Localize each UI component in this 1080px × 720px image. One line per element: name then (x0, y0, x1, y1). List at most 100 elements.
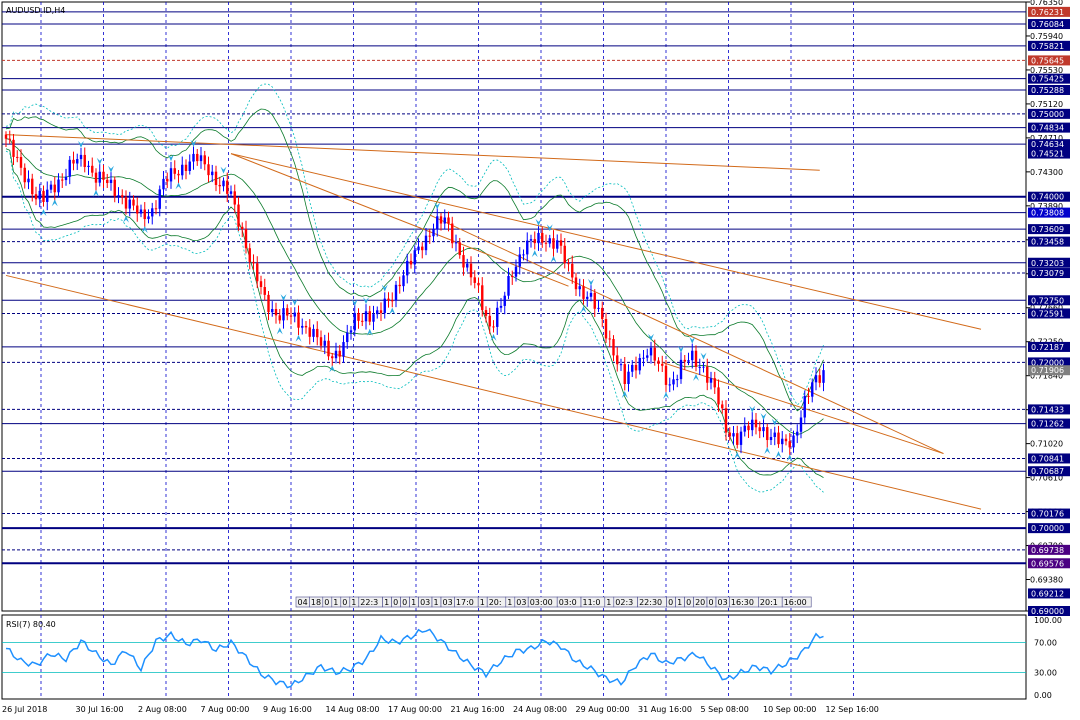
candle-body (604, 319, 608, 339)
candle-body (267, 294, 270, 313)
candle-body (556, 240, 559, 249)
price-level-tag-label: 0.74000 (1031, 193, 1064, 202)
candle-body (664, 365, 668, 385)
candle-body (458, 242, 461, 256)
candle-body (484, 310, 488, 316)
price-level-tag (1028, 207, 1070, 218)
candle-body (537, 232, 540, 244)
fractal-down-arrow (621, 391, 628, 399)
candlesticks (4, 130, 825, 456)
candle-body (387, 298, 390, 301)
price-pane-frame (1, 1, 1027, 612)
price-level-tag-label: 0.70000 (1031, 524, 1064, 533)
price-level-tag-label: 0.74521 (1031, 150, 1064, 159)
candle-body (657, 360, 660, 364)
time-strip-label: 16:00 (784, 598, 807, 607)
candle-body (139, 209, 143, 214)
candle-body (331, 356, 334, 359)
x-tick-label: 5 Sep 08:00 (701, 705, 749, 714)
time-strip-label: 1 (507, 598, 512, 607)
candle-body (154, 208, 158, 210)
candle-body (211, 171, 214, 176)
trendline (662, 361, 944, 455)
price-level-tag (1028, 558, 1070, 569)
price-level-tag (1028, 404, 1070, 415)
price-level-tag-label: 0.70841 (1031, 454, 1064, 463)
candle-body (799, 417, 803, 432)
fractal-up-arrow (381, 284, 388, 292)
y-tick-label: 0.73890 (1030, 202, 1063, 211)
candle-body (451, 223, 454, 244)
y-tick-label: 0.75120 (1030, 100, 1063, 109)
candle-body (642, 357, 645, 359)
candle-body (34, 194, 38, 200)
candle-body (177, 173, 180, 176)
fractal-down-arrow (775, 451, 782, 459)
candle-body (717, 387, 720, 405)
candle-body (807, 395, 810, 397)
candle-body (323, 340, 326, 346)
fractal-down-arrow (764, 447, 771, 455)
time-strip-label: 1 (434, 598, 439, 607)
candle-body (477, 282, 480, 286)
fractal-up-arrow (108, 165, 114, 173)
x-tick-label: 17 Aug 00:00 (388, 705, 442, 714)
fractal-markers (40, 139, 793, 462)
x-tick-label: 9 Aug 16:00 (263, 705, 312, 714)
time-strip-label: 16:30 (731, 598, 754, 607)
candle-body (364, 311, 368, 322)
candle-body (274, 309, 278, 316)
candle-body (79, 154, 83, 160)
price-level-tag (1028, 295, 1070, 306)
price-level-tag-label: 0.76231 (1031, 8, 1064, 17)
candle-body (147, 216, 150, 220)
candle-body (466, 263, 469, 268)
candle-body (691, 350, 694, 361)
candle-body (747, 425, 750, 431)
candle-body (353, 313, 356, 331)
y-tick-label: 0.72660 (1030, 304, 1063, 313)
candle-body (511, 275, 514, 277)
candle-body (53, 184, 56, 193)
candle-body (447, 217, 450, 224)
candle-body (46, 189, 49, 202)
candle-body (173, 168, 176, 174)
candle-body (83, 154, 86, 167)
candle-body (312, 328, 315, 337)
candle-body (582, 286, 585, 299)
y-tick-label: 0.74710 (1030, 134, 1063, 143)
time-strip-label: 03 (420, 598, 430, 607)
candle-body (128, 199, 131, 209)
candle-body (196, 153, 199, 162)
candle-body (346, 332, 349, 343)
candle-body (574, 277, 578, 290)
candle-body (529, 239, 533, 241)
time-strip: 04 18 0 1 0 1 22:3 1 0 0 1 03 1 03 17:0 1 20: 1 03 03:00 03:… (295, 596, 812, 608)
price-level-tag (1028, 341, 1070, 352)
fractal-down-arrow (389, 307, 396, 315)
candle-body (4, 134, 8, 139)
price-level-tag-label: 0.74834 (1031, 124, 1064, 133)
x-tick-label: 21 Aug 16:00 (451, 705, 505, 714)
candle-body (563, 245, 566, 264)
fractal-up-arrow (760, 413, 767, 421)
candle-body (661, 363, 664, 366)
price-level-tag-label: 0.75288 (1031, 86, 1064, 95)
y-tick-label: 0.69380 (1030, 576, 1063, 585)
candle-body (803, 395, 806, 418)
price-level-tag (1028, 6, 1070, 17)
price-level-tag (1028, 40, 1070, 51)
candle-body (683, 359, 686, 362)
candle-body (709, 378, 713, 383)
time-axis: 26 Jul 2018 30 Jul 16:00 2 Aug 08:00 7 Aug … (2, 705, 879, 714)
price-level-tag-label: 0.72591 (1031, 309, 1064, 318)
price-level-tag (1028, 73, 1070, 84)
price-level-tag (1028, 357, 1070, 368)
candle-body (672, 379, 675, 385)
candle-body (297, 312, 300, 328)
price-level-tag (1028, 268, 1070, 279)
candle-body (462, 255, 465, 268)
candle-body (571, 263, 574, 278)
